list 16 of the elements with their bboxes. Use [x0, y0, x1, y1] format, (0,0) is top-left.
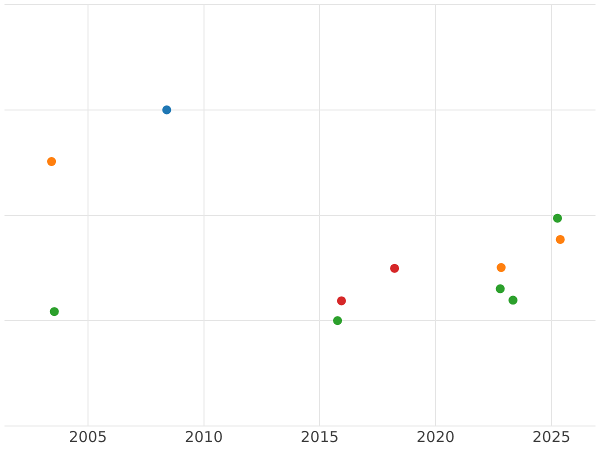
point [496, 284, 505, 294]
x-tick-label: 2025 [532, 428, 571, 446]
x-tick-label: 2005 [68, 428, 108, 446]
point [162, 105, 172, 114]
point [50, 307, 59, 316]
point [390, 264, 400, 273]
point [333, 316, 342, 326]
x-tick-label: 2020 [416, 428, 455, 446]
point [496, 263, 506, 272]
x-tick-label: 2010 [184, 428, 223, 446]
point [336, 296, 346, 306]
point [508, 296, 518, 305]
point [552, 214, 562, 223]
x-tick-label: 2015 [300, 428, 339, 446]
point [556, 234, 565, 244]
point [47, 157, 56, 166]
